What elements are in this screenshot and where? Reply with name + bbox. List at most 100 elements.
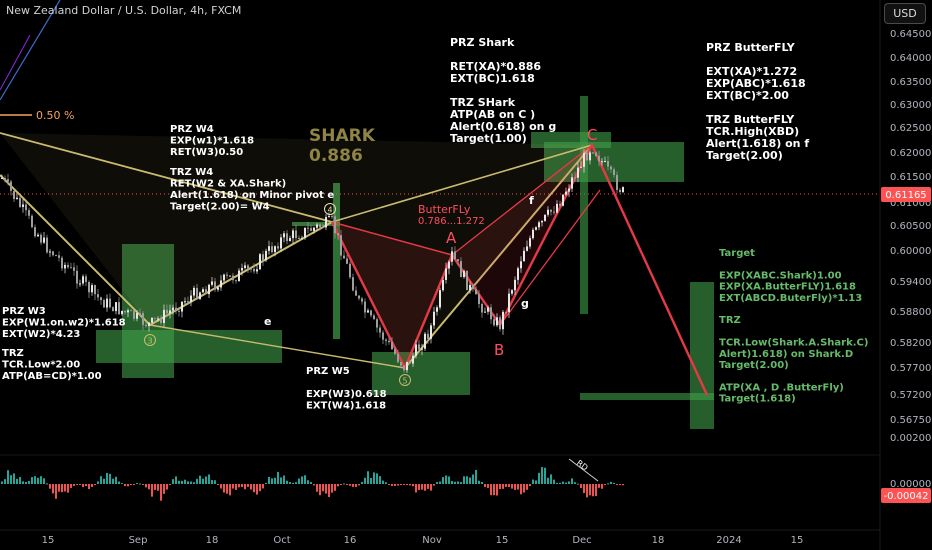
time-tick: 2024 (716, 535, 741, 546)
pivot-4-marker[interactable]: 4 (324, 203, 336, 215)
shark-top-line[interactable] (331, 144, 593, 223)
annotation-line: RET(XA)*0.886 (450, 60, 541, 73)
oscillator-bar (169, 484, 171, 485)
pivot-3-label: 3 (147, 337, 152, 346)
candle-body (496, 317, 498, 326)
trend-line-purple[interactable] (0, 34, 31, 91)
zone-c-top[interactable] (531, 132, 611, 148)
oscillator-bar (22, 481, 24, 484)
oscillator-bar (592, 484, 594, 497)
candle-body (382, 332, 384, 340)
candle-body (97, 294, 99, 298)
candle-body (508, 293, 510, 313)
oscillator-bar (361, 481, 363, 484)
candle-body (328, 216, 330, 218)
oscillator-bar (247, 484, 249, 487)
zone-target-horizontal[interactable] (580, 393, 714, 400)
candle-body (274, 246, 276, 253)
candle-body (394, 349, 396, 354)
candle-body (301, 237, 303, 239)
butterfly-bd-line[interactable] (499, 189, 601, 326)
oscillator-bar (109, 473, 111, 484)
oscillator-bar (211, 480, 213, 484)
candle-body (427, 333, 429, 339)
candle-body (364, 301, 366, 313)
oscillator-bar (493, 484, 495, 496)
candle-body (406, 361, 408, 371)
oscillator-bar (118, 481, 120, 484)
candle-body (463, 270, 465, 278)
candle-body (256, 269, 258, 272)
oscillator-bar (529, 484, 531, 487)
pivot-3-marker[interactable]: 3 (144, 334, 156, 346)
oscillator-bar (226, 484, 228, 494)
time-axis[interactable]: 15 Sep 18 Oct 16 Nov 15 Dec 18 2024 15 (42, 535, 804, 546)
price-tick: 0.64000 (890, 53, 931, 64)
pivot-5-marker[interactable]: 5 (399, 374, 411, 386)
candle-body (529, 238, 531, 247)
oscillator-bar (601, 484, 603, 489)
candle-body (220, 280, 222, 288)
oscillator-bar (514, 484, 516, 490)
oscillator-bar (67, 484, 69, 493)
rd-divergence-line[interactable] (568, 458, 599, 482)
candle-body (490, 307, 492, 320)
time-tick: Sep (129, 535, 148, 546)
candle-body (358, 295, 360, 299)
candle-body (283, 233, 285, 238)
oscillator-bar (31, 477, 33, 484)
shark-xb-line[interactable] (0, 132, 333, 223)
oscillator-bar (55, 484, 57, 499)
oscillator-value: -0.00042 (884, 491, 929, 502)
wave-base-line[interactable] (149, 324, 406, 369)
oscillator-bar (82, 484, 84, 488)
candle-body (493, 319, 495, 326)
candle-body (133, 310, 135, 319)
candle-body (469, 284, 471, 291)
candle-body (181, 301, 183, 312)
oscillator-bar (553, 479, 555, 484)
oscillator-bar (388, 484, 390, 485)
annotation-line: Target(1.00) (450, 132, 527, 145)
oscillator-bar (463, 476, 465, 484)
point-a-label: A (446, 229, 457, 247)
trend-line-blue[interactable] (0, 0, 61, 101)
oscillator-bar (304, 475, 306, 484)
price-axis[interactable]: 0.64500 0.64000 0.63500 0.63000 0.62500 0.620… (890, 29, 931, 490)
price-tick: 0.62000 (890, 148, 931, 159)
oscillator-bar (460, 482, 462, 484)
candle-body (403, 365, 405, 371)
candle-body (7, 179, 9, 182)
oscillator-bar (538, 472, 540, 484)
zone-w4-vertical[interactable] (333, 183, 340, 339)
zone-c-vertical[interactable] (580, 96, 588, 314)
candle-body (16, 197, 18, 199)
oscillator-bar (16, 478, 18, 484)
annotation-line: TCR.High(XBD) (706, 125, 799, 138)
current-price-value: 0.61165 (885, 190, 926, 201)
zone-target-vertical[interactable] (690, 282, 714, 429)
oscillator-bar (217, 484, 219, 485)
oscillator-bar (154, 484, 156, 490)
butterfly-ac-line[interactable] (451, 144, 593, 256)
candle-body (211, 281, 213, 285)
zone-w4-horizontal[interactable] (292, 222, 340, 226)
oscillator-bar (523, 484, 525, 493)
oscillator-bar (472, 474, 474, 484)
zone-w3-horizontal[interactable] (96, 330, 282, 363)
candle-body (385, 339, 387, 341)
oscillator-bar (508, 484, 510, 488)
oscillator-bar (292, 482, 294, 484)
oscillator-bar (343, 483, 345, 485)
oscillator-bar (274, 477, 276, 484)
time-tick: 18 (206, 535, 219, 546)
candle-body (238, 270, 240, 282)
candle-body (19, 197, 21, 207)
zone-w5[interactable] (372, 352, 470, 395)
oscillator-bar (469, 477, 471, 484)
oscillator-bar (94, 484, 96, 485)
currency-button[interactable]: USD (884, 3, 926, 24)
butterfly-xa-line[interactable] (331, 221, 453, 256)
candle-body (190, 295, 192, 302)
